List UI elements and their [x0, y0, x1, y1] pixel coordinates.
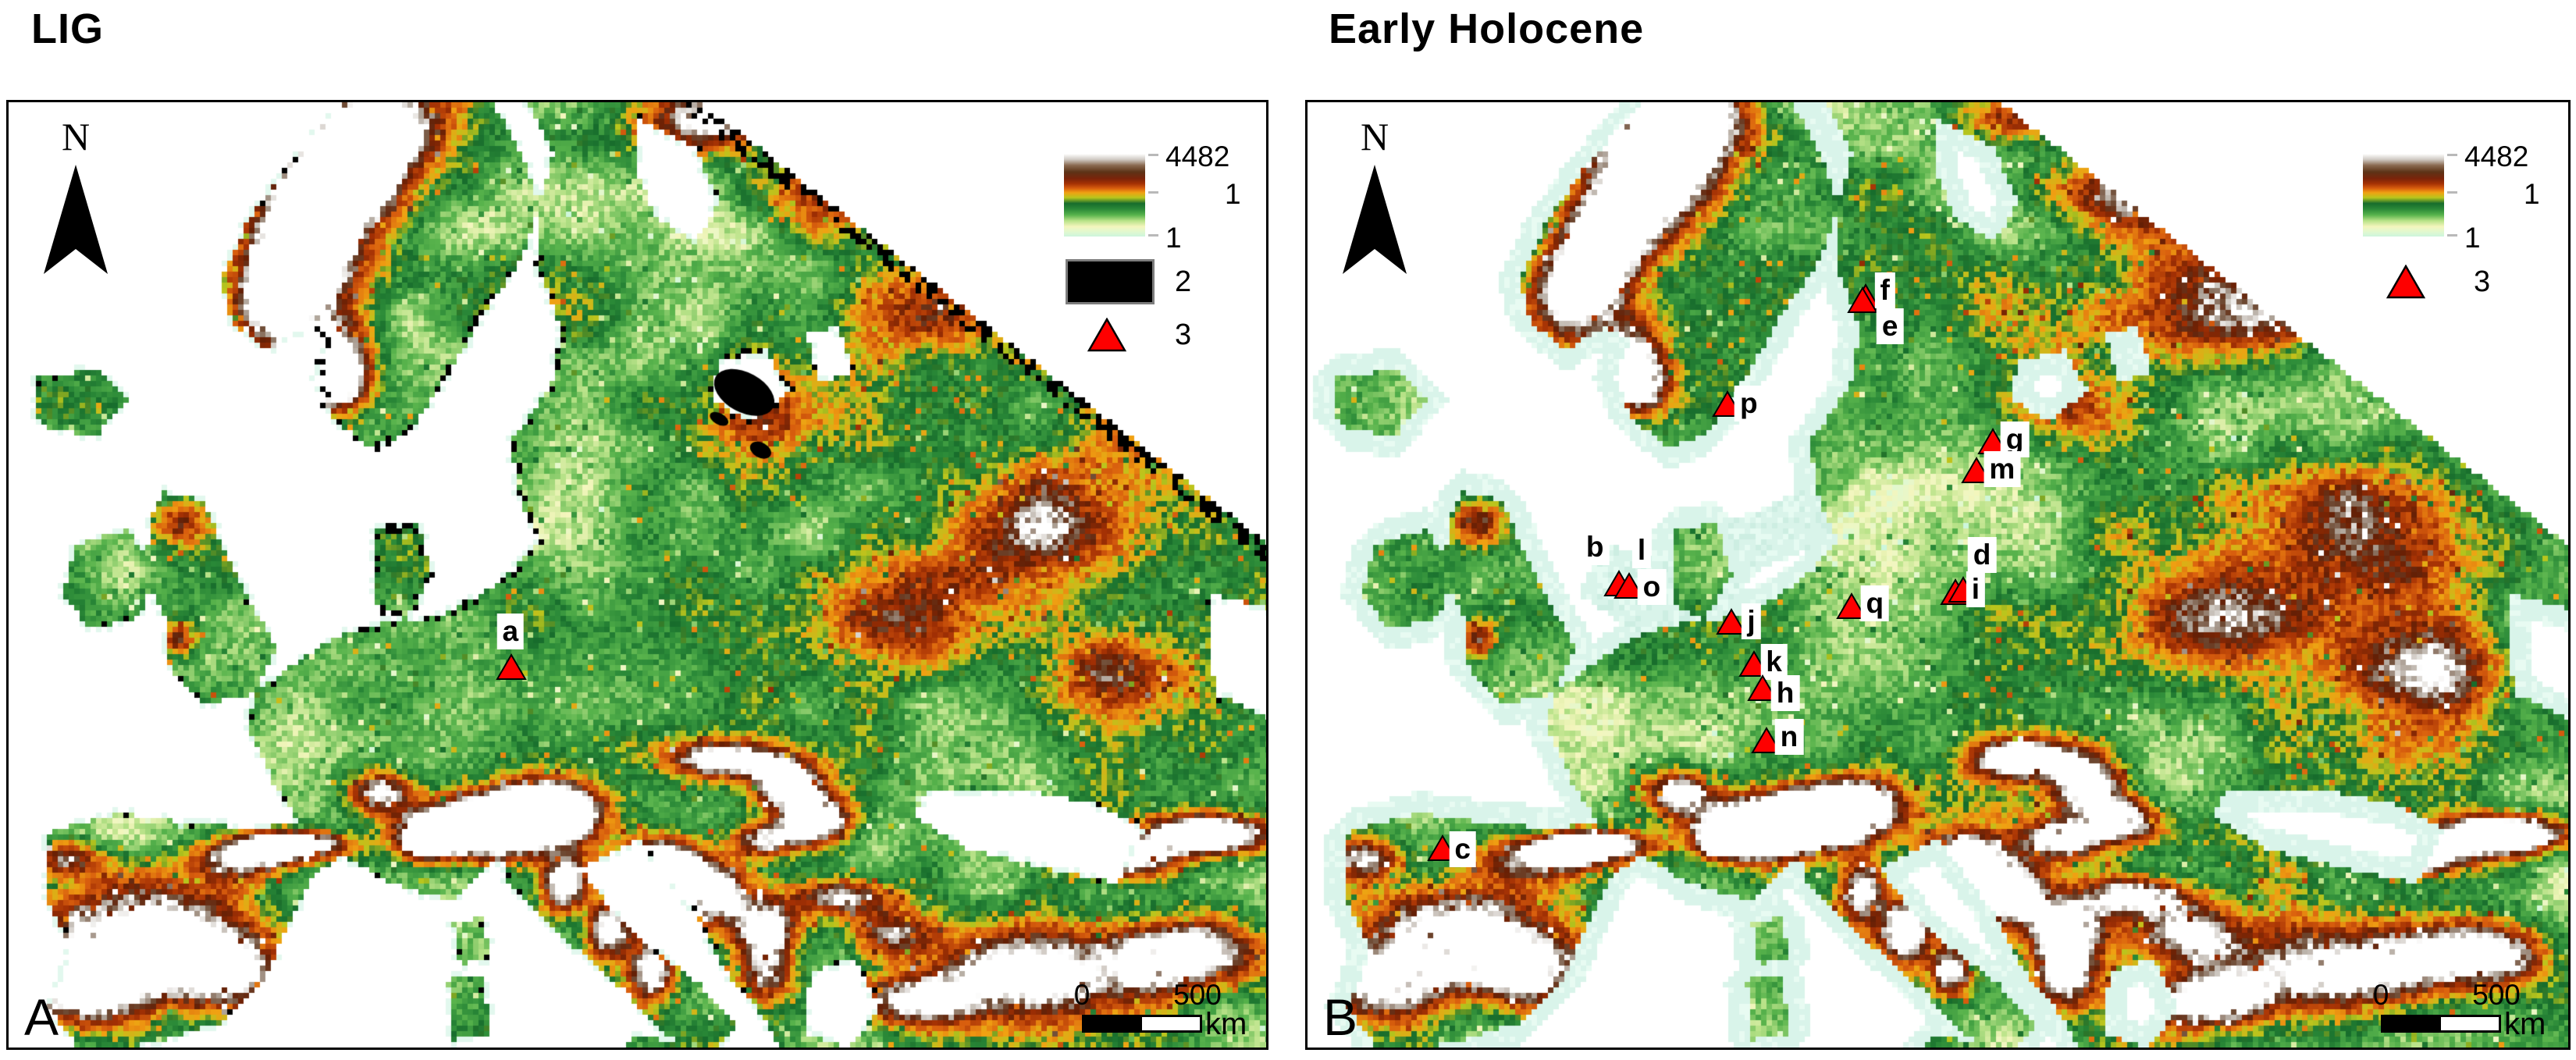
- panel-corner-label: A: [24, 988, 59, 1046]
- site-marker-label-l: l: [1631, 532, 1652, 568]
- panel-b-title: Early Holocene: [1329, 5, 1645, 52]
- scale-bar-graphic: [1082, 1015, 1202, 1033]
- site-marker-triangle-j: [1716, 607, 1747, 635]
- legend-triangle-symbol: [1087, 318, 1126, 352]
- scale-unit-label: km: [1205, 1007, 1247, 1041]
- site-marker-label-d: d: [1967, 537, 1997, 574]
- north-arrow: N: [38, 116, 113, 278]
- scale-distance-label: 500: [2472, 979, 2521, 1011]
- site-marker-label-h: h: [1770, 674, 1800, 711]
- legend-item-label: 3: [2474, 265, 2491, 298]
- legend-tick: [1148, 234, 1158, 237]
- legend-tick: [2447, 191, 2457, 194]
- site-marker-triangle-a: [496, 653, 528, 680]
- scale-unit-label: km: [2504, 1007, 2546, 1041]
- map-raster-early-holocene: [1308, 102, 2568, 1048]
- legend-tick: [2447, 234, 2457, 237]
- site-marker-label-i: i: [1966, 571, 1986, 607]
- legend-min-value: 1: [1165, 222, 1182, 254]
- site-marker-label-c: c: [1449, 831, 1476, 867]
- north-label: N: [1360, 115, 1389, 158]
- legend-layer-label: 1: [2524, 178, 2540, 210]
- site-marker-label-o: o: [1637, 569, 1667, 606]
- site-marker-triangle-h: [1747, 674, 1778, 702]
- site-marker-label-p: p: [1734, 386, 1763, 422]
- site-marker-triangle-m: [1961, 456, 1992, 483]
- legend-triangle-symbol: [2386, 265, 2425, 299]
- panel-lig: N 4482 1 1 2 3 0 500 km A a: [6, 100, 1268, 1050]
- legend-item-label: 2: [1175, 265, 1192, 298]
- site-marker-triangle-o: [1614, 571, 1646, 599]
- legend-tick: [1148, 154, 1158, 156]
- site-marker-label-n: n: [1774, 718, 1804, 755]
- north-arrow-icon: [1343, 165, 1407, 274]
- site-marker-label-b: b: [1580, 529, 1610, 566]
- map-raster-lig: [9, 102, 1266, 1048]
- legend-tick: [1148, 191, 1158, 194]
- scale-bar: 0 500 km: [1074, 979, 1247, 1041]
- legend-color-ramp: [1064, 154, 1145, 237]
- site-marker-triangle-e: [1847, 286, 1879, 314]
- site-marker-label-m: m: [1984, 450, 2021, 487]
- legend-color-ramp: [2363, 154, 2444, 237]
- site-marker-label-q: q: [1860, 585, 1890, 621]
- scale-zero-label: 0: [2372, 979, 2389, 1011]
- panel-corner-label: B: [1323, 988, 1358, 1046]
- site-marker-label-f: f: [1874, 272, 1895, 308]
- north-label: N: [61, 115, 91, 158]
- site-marker-label-e: e: [1876, 308, 1904, 344]
- site-marker-label-a: a: [496, 614, 525, 650]
- legend-layer-label: 1: [1225, 178, 1241, 210]
- legend-box-symbol: [1066, 259, 1155, 304]
- site-marker-label-j: j: [1742, 603, 1761, 639]
- scale-zero-label: 0: [1073, 979, 1091, 1011]
- north-arrow: N: [1337, 116, 1412, 278]
- scale-bar-graphic: [2381, 1015, 2501, 1033]
- north-arrow-icon: [44, 165, 108, 274]
- legend-min-value: 1: [2464, 222, 2481, 254]
- scale-distance-label: 500: [1173, 979, 1222, 1011]
- legend-max-value: 4482: [1165, 141, 1230, 173]
- panel-a-title: LIG: [31, 5, 104, 52]
- scale-bar: 0 500 km: [2373, 979, 2546, 1041]
- site-marker-triangle-q: [1836, 592, 1868, 619]
- legend-item-label: 3: [1175, 318, 1192, 351]
- legend-max-value: 4482: [2464, 141, 2529, 173]
- legend: 4482 1 1 2 3: [1064, 141, 1263, 388]
- site-marker-label-g: g: [2000, 422, 2030, 458]
- legend: 4482 1 1 3: [2363, 141, 2562, 388]
- legend-tick: [2447, 154, 2457, 156]
- site-marker-label-k: k: [1760, 643, 1788, 680]
- site-marker-triangle-n: [1751, 726, 1782, 753]
